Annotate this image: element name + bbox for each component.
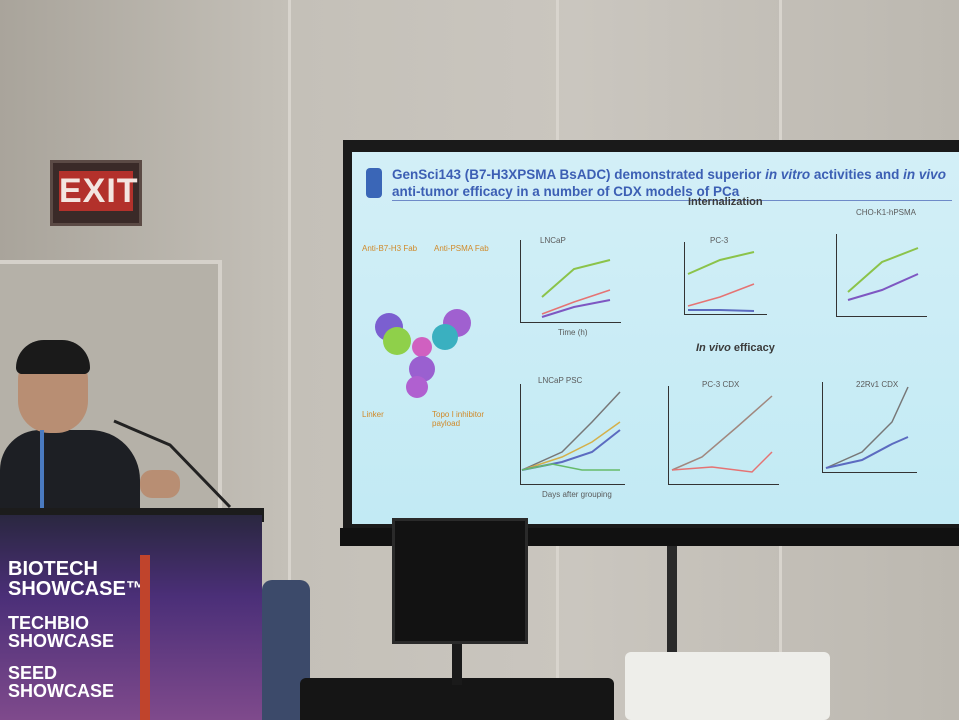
slide: GenSci143 (B7-H3XPSMA BsADC) demonstrate… xyxy=(352,152,959,524)
section-part: In vivo xyxy=(696,342,731,354)
chart-frame xyxy=(822,382,917,473)
exit-text: EXIT xyxy=(59,171,139,211)
exit-sign: EXIT xyxy=(50,160,142,226)
logo xyxy=(366,168,382,198)
monitor xyxy=(392,518,528,644)
table xyxy=(300,678,614,720)
left-label: Topo I inhibitor payload xyxy=(432,410,485,428)
podium-text: SHOWCASE™ xyxy=(8,578,146,600)
chart-curves xyxy=(521,247,919,473)
screen-stand xyxy=(667,545,677,655)
antibody-illustration xyxy=(375,309,471,398)
bridge-tower xyxy=(140,555,150,720)
left-label: Anti-B7-H3 Fab xyxy=(362,244,418,253)
chart-title: PC-3 CDX xyxy=(702,380,740,389)
chart-title: 22Rv1 CDX xyxy=(856,380,899,389)
title-part: GenSci143 (B7-H3XPSMA BsADC) demonstrate… xyxy=(392,167,766,182)
title-part: in xyxy=(903,167,916,182)
axis-label: Time (h) xyxy=(558,328,588,337)
axis-label: Days after grouping xyxy=(542,490,612,499)
title-part: activities and xyxy=(810,167,904,182)
left-label: Anti-PSMA Fab xyxy=(434,244,489,253)
hand xyxy=(140,470,180,498)
chart-title: LNCaP PSC xyxy=(538,376,583,385)
title-rule xyxy=(392,200,952,201)
chart-title: CHO-K1-hPSMA xyxy=(856,208,917,217)
projector xyxy=(625,652,830,720)
chart-frame xyxy=(668,386,779,485)
podium-text: SHOWCASE xyxy=(8,681,115,701)
left-label: Linker xyxy=(362,410,384,419)
title-part: in vitro xyxy=(765,167,811,182)
section-part: efficacy xyxy=(730,342,775,354)
person-hair xyxy=(16,340,90,374)
title-part: vivo xyxy=(918,167,946,182)
podium-text: BIOTECH xyxy=(8,558,98,580)
chart-frame xyxy=(684,242,767,315)
chart-frame xyxy=(520,384,625,485)
lanyard xyxy=(40,430,44,520)
section-heading: Internalization xyxy=(688,196,763,208)
chart-title: PC-3 xyxy=(710,236,729,245)
microphone xyxy=(113,419,232,509)
monitor-stand xyxy=(452,635,462,685)
podium-text: SEED xyxy=(8,663,58,683)
podium: BIOTECH SHOWCASE™ TECHBIO SHOWCASE SEED … xyxy=(0,515,262,720)
wall-seam xyxy=(288,0,291,720)
section-heading: In vivo efficacy xyxy=(696,342,775,354)
title-part: anti-tumor efficacy in a number of CDX m… xyxy=(392,184,740,199)
podium-text: TECHBIO xyxy=(8,613,89,633)
podium-text: SHOWCASE xyxy=(8,631,115,651)
chart-frame xyxy=(520,240,621,323)
chart-title: LNCaP xyxy=(540,236,566,245)
person xyxy=(0,430,140,520)
chart-frame xyxy=(836,234,927,317)
slide-title: GenSci143 (B7-H3XPSMA BsADC) demonstrate… xyxy=(392,166,952,200)
